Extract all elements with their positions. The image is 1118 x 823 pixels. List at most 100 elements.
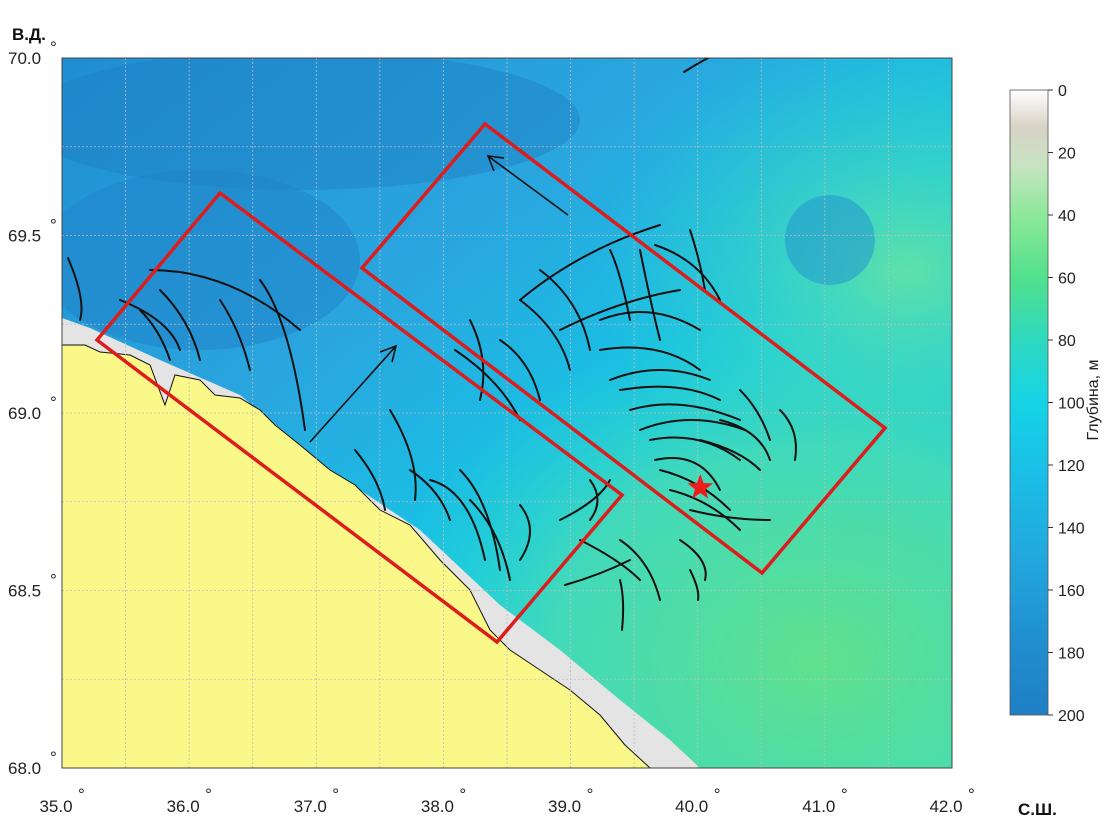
drift-track [159,289,201,361]
lon-tick-labels: 35.0 ° 36.0 ° 37.0 ° 38.0 ° 39.0 ° 40.0 ° 41.0 ° 42.0 ° [39,785,974,816]
lat-tick-labels: 68.0 ° 68.5 ° 69.0 ° 69.5 ° 70.0 ° [8,38,57,778]
degree-symbol: ° [50,38,57,57]
drift-track [654,457,721,491]
drift-track [689,229,706,291]
colorbar-tick-label: 180 [1058,646,1085,663]
degree-symbol: ° [714,785,721,804]
plot-frame [61,57,953,769]
degree-symbol: ° [50,393,57,412]
drift-track [629,403,741,421]
degree-symbol: ° [332,785,339,804]
drift-track [689,509,771,521]
drift-track [454,349,521,421]
corner-label-top: В.Д. [12,25,46,44]
drift-track [699,439,761,471]
direction-arrow-northwest [486,155,569,216]
degree-symbol: ° [841,785,848,804]
map-plot-area [62,58,952,768]
colorbar-tick-label: 120 [1058,458,1085,475]
drift-track [639,249,661,341]
drift-track [619,539,661,601]
degree-symbol: ° [205,785,212,804]
drift-track [389,409,417,501]
colorbar-tick-label: 80 [1058,333,1076,350]
study-box-coastal [94,190,625,645]
grid-lines [62,58,952,768]
drift-track [409,469,451,521]
lat-tick-label: 68.5 [8,582,41,601]
drift-track [679,539,707,581]
degree-symbol: ° [50,216,57,235]
drift-track [469,499,511,581]
colorbar-tick-label: 20 [1058,146,1076,163]
drift-track [499,339,541,401]
drift-track [559,289,681,331]
degree-symbol: ° [968,785,975,804]
station-star-marker [687,474,714,499]
lat-tick-label: 70.0 [8,49,41,68]
lon-tick-label: 38.0 [421,797,454,816]
drift-track [564,559,631,586]
drift-track [519,224,661,301]
drift-track [539,269,591,351]
corner-label-bottom: С.Ш. [1018,800,1057,819]
drift-track [609,249,631,321]
colorbar-tick-label: 140 [1058,521,1085,538]
colorbar-tick-label: 60 [1058,271,1076,288]
drift-track [689,569,700,601]
lon-tick-label: 37.0 [294,797,327,816]
drift-track [739,389,771,441]
lon-tick-label: 35.0 [39,797,72,816]
degree-symbol: ° [459,785,466,804]
drift-track [519,504,531,561]
lat-tick-label: 68.0 [8,759,41,778]
drift-track [619,579,625,631]
lon-tick-label: 40.0 [675,797,708,816]
drift-track [149,269,301,331]
drift-track [609,369,711,381]
drift-track [429,479,486,561]
drift-track [779,409,797,461]
deep-area-west [62,170,360,350]
degree-symbol: ° [50,748,57,767]
drift-track [639,419,746,431]
drift-track [599,346,701,371]
drift-track [649,436,741,461]
deep-pocket-east [785,195,875,285]
lat-tick-label: 69.0 [8,404,41,423]
drift-track [579,539,641,581]
drift-track [654,244,721,301]
deep-trench-north [62,58,580,190]
drift-track [259,279,306,431]
drift-track [669,489,741,531]
drift-track [619,385,721,401]
drift-track [67,257,83,321]
lat-tick-label: 69.5 [8,227,41,246]
drift-track [683,58,711,73]
drift-track [719,419,771,461]
drift-track [139,309,171,361]
drift-track [119,299,181,351]
colorbar-tick-label: 40 [1058,208,1076,225]
colorbar-label: Глубина, м [1085,359,1102,440]
colorbar-ticks: 0 20 40 60 80 100 120 140 160 180 200 [1048,83,1085,725]
colorbar [1009,89,1049,716]
drift-track [589,479,599,521]
drift-track [599,311,701,331]
drift-track [219,299,251,371]
colorbar-tick-label: 200 [1058,708,1085,725]
lon-tick-label: 36.0 [167,797,200,816]
lon-tick-label: 42.0 [929,797,962,816]
degree-symbol: ° [50,571,57,590]
colorbar-tick-label: 160 [1058,583,1085,600]
degree-symbol: ° [78,785,85,804]
study-box-offshore [359,121,888,576]
colorbar-tick-label: 100 [1058,396,1085,413]
lon-tick-label: 39.0 [548,797,581,816]
degree-symbol: ° [587,785,594,804]
drift-track [354,449,386,511]
lon-tick-label: 41.0 [802,797,835,816]
colorbar-tick-label: 0 [1058,83,1067,100]
drift-track [519,299,571,371]
